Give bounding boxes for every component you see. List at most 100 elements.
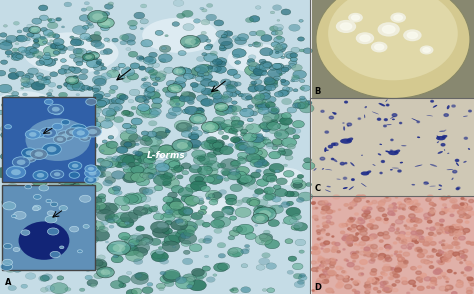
Circle shape: [74, 243, 80, 246]
Circle shape: [424, 213, 431, 218]
Circle shape: [399, 251, 402, 253]
Circle shape: [217, 123, 228, 129]
Circle shape: [64, 185, 67, 187]
Circle shape: [216, 107, 229, 116]
Circle shape: [444, 209, 447, 211]
Circle shape: [74, 243, 80, 247]
Circle shape: [182, 68, 191, 74]
Circle shape: [367, 245, 374, 249]
Circle shape: [12, 191, 28, 201]
Circle shape: [232, 131, 237, 134]
Circle shape: [245, 65, 264, 76]
Circle shape: [134, 273, 142, 278]
Circle shape: [393, 206, 397, 208]
Circle shape: [346, 237, 353, 241]
Circle shape: [177, 229, 187, 234]
Circle shape: [269, 129, 277, 134]
Circle shape: [433, 270, 441, 274]
Circle shape: [34, 187, 39, 191]
Circle shape: [111, 98, 120, 103]
Circle shape: [77, 218, 90, 225]
Circle shape: [160, 271, 166, 275]
Circle shape: [128, 99, 134, 103]
Circle shape: [29, 120, 36, 124]
Circle shape: [218, 163, 226, 168]
Circle shape: [362, 209, 365, 211]
Circle shape: [23, 143, 33, 149]
Circle shape: [431, 101, 433, 102]
Circle shape: [22, 209, 32, 215]
Circle shape: [283, 201, 288, 204]
Circle shape: [56, 45, 62, 48]
Circle shape: [36, 81, 44, 86]
Circle shape: [158, 246, 163, 249]
Circle shape: [360, 35, 370, 41]
Circle shape: [206, 4, 213, 7]
Circle shape: [23, 81, 32, 87]
Circle shape: [27, 24, 33, 28]
Circle shape: [23, 126, 31, 131]
Circle shape: [410, 267, 416, 270]
Circle shape: [39, 128, 56, 138]
Circle shape: [204, 72, 209, 76]
Circle shape: [408, 243, 414, 247]
Circle shape: [27, 79, 35, 84]
Circle shape: [347, 243, 352, 246]
Circle shape: [290, 53, 298, 58]
Circle shape: [119, 283, 126, 288]
Circle shape: [446, 285, 453, 290]
Circle shape: [424, 260, 430, 264]
Circle shape: [16, 154, 25, 160]
Circle shape: [180, 221, 198, 232]
Circle shape: [172, 22, 180, 26]
Circle shape: [3, 95, 14, 102]
Circle shape: [407, 219, 413, 223]
Circle shape: [397, 207, 400, 208]
Circle shape: [204, 45, 212, 50]
Circle shape: [394, 210, 397, 212]
Circle shape: [122, 34, 136, 42]
Circle shape: [418, 253, 424, 258]
Circle shape: [403, 242, 407, 244]
Circle shape: [147, 283, 153, 286]
Circle shape: [235, 171, 246, 178]
Circle shape: [459, 221, 462, 223]
Circle shape: [87, 87, 93, 90]
Circle shape: [54, 230, 64, 236]
Circle shape: [377, 118, 381, 120]
Circle shape: [326, 267, 329, 269]
Circle shape: [151, 221, 169, 233]
Circle shape: [255, 6, 261, 9]
Circle shape: [94, 78, 106, 86]
Circle shape: [91, 108, 101, 114]
Circle shape: [152, 98, 162, 104]
Circle shape: [97, 210, 115, 221]
Circle shape: [415, 219, 422, 223]
Circle shape: [313, 247, 318, 250]
Circle shape: [7, 55, 10, 57]
Circle shape: [63, 173, 78, 182]
Circle shape: [440, 224, 443, 226]
Circle shape: [146, 174, 154, 179]
Circle shape: [191, 83, 198, 87]
Circle shape: [268, 69, 282, 78]
Circle shape: [299, 250, 304, 253]
Circle shape: [401, 217, 403, 218]
Circle shape: [443, 136, 445, 137]
Circle shape: [271, 42, 280, 47]
Circle shape: [176, 175, 183, 179]
Circle shape: [366, 283, 368, 284]
Circle shape: [47, 228, 59, 235]
Circle shape: [148, 59, 156, 64]
Circle shape: [228, 236, 235, 240]
Ellipse shape: [401, 145, 407, 146]
Circle shape: [262, 71, 268, 75]
Circle shape: [134, 259, 143, 265]
Circle shape: [87, 167, 94, 172]
Circle shape: [429, 202, 434, 205]
Circle shape: [56, 172, 78, 185]
Circle shape: [414, 200, 418, 203]
Circle shape: [292, 64, 302, 71]
Circle shape: [415, 250, 417, 251]
Circle shape: [452, 228, 458, 233]
